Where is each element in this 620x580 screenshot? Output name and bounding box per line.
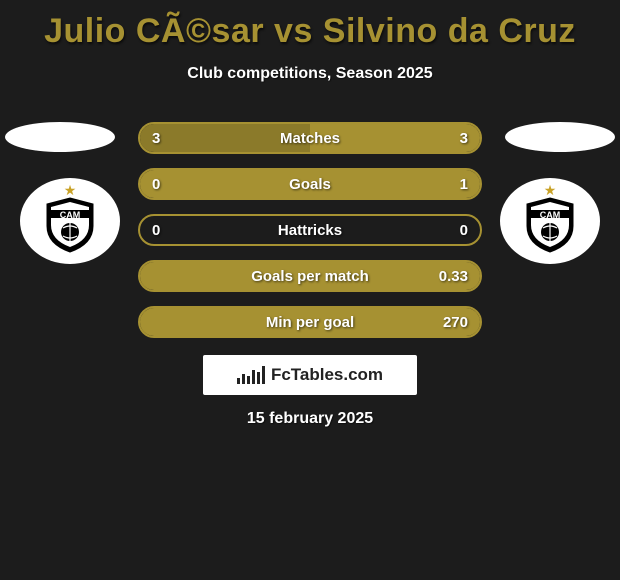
- stat-label: Goals: [289, 176, 331, 193]
- stat-row: Min per goal 270: [138, 306, 482, 338]
- stat-value-left: 3: [152, 130, 160, 147]
- stat-value-left: 0: [152, 222, 160, 239]
- stat-value-left: 0: [152, 176, 160, 193]
- subtitle: Club competitions, Season 2025: [0, 65, 620, 83]
- stat-label: Goals per match: [251, 268, 369, 285]
- stat-value-right: 3: [460, 130, 468, 147]
- page-title: Julio CÃ©sar vs Silvino da Cruz: [0, 0, 620, 51]
- stat-row: 0 Goals 1: [138, 168, 482, 200]
- svg-text:CAM: CAM: [60, 210, 81, 220]
- stats-container: 3 Matches 3 0 Goals 1 0 Hattricks 0 Goals per mat…: [138, 122, 482, 352]
- player-right-avatar: [505, 122, 615, 152]
- stat-label: Hattricks: [278, 222, 342, 239]
- stat-label: Matches: [280, 130, 340, 147]
- shield-icon: CAM: [523, 196, 577, 254]
- brand-box[interactable]: FcTables.com: [203, 355, 417, 395]
- stat-label: Min per goal: [266, 314, 354, 331]
- shield-icon: CAM: [43, 196, 97, 254]
- stat-row: Goals per match 0.33: [138, 260, 482, 292]
- chart-icon: [237, 366, 265, 384]
- player-left-avatar: [5, 122, 115, 152]
- date-text: 15 february 2025: [0, 410, 620, 428]
- club-logo-left: ★ CAM: [20, 178, 120, 264]
- stat-value-right: 1: [460, 176, 468, 193]
- club-logo-right: ★ CAM: [500, 178, 600, 264]
- stat-row: 3 Matches 3: [138, 122, 482, 154]
- stat-value-right: 0: [460, 222, 468, 239]
- svg-text:CAM: CAM: [540, 210, 561, 220]
- stat-value-right: 270: [443, 314, 468, 331]
- stat-value-right: 0.33: [439, 268, 468, 285]
- stat-row: 0 Hattricks 0: [138, 214, 482, 246]
- brand-text: FcTables.com: [271, 365, 383, 385]
